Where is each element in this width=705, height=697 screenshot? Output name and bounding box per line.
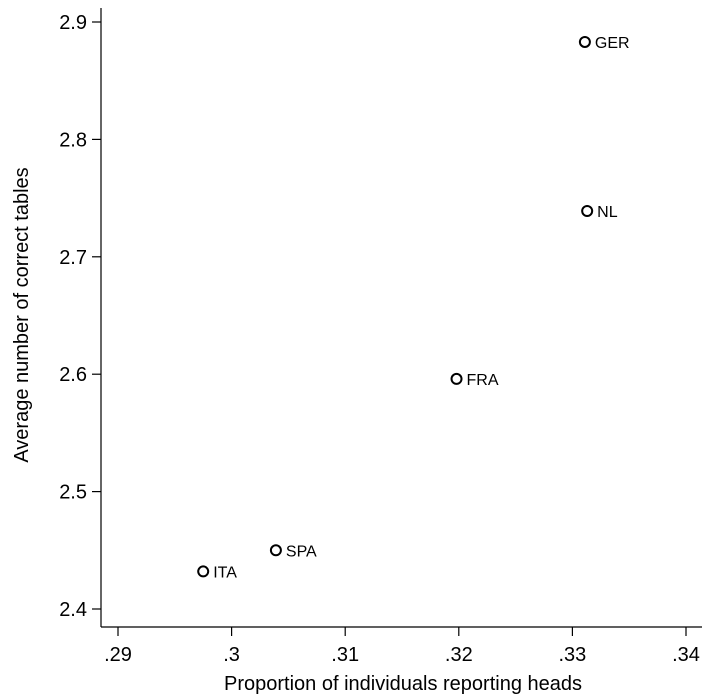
- data-point-label: GER: [595, 35, 630, 52]
- data-point-marker: [269, 544, 282, 557]
- x-tick-label: .33: [558, 644, 586, 666]
- data-point-marker: [581, 205, 594, 218]
- x-tick-label: .3: [223, 644, 240, 666]
- x-tick-label: .32: [445, 644, 473, 666]
- x-tick-label: .29: [104, 644, 132, 666]
- data-point-label: NL: [597, 204, 618, 221]
- y-tick-label: 2.9: [59, 12, 87, 34]
- y-tick-label: 2.5: [59, 482, 87, 504]
- y-tick-label: 2.6: [59, 364, 87, 386]
- y-ticks: 2.4 2.5 2.6 2.7 2.8 2.9: [59, 12, 101, 621]
- x-tick-label: .31: [331, 644, 359, 666]
- y-tick-label: 2.8: [59, 129, 87, 151]
- data-point-label: FRA: [467, 372, 499, 389]
- y-axis: 2.4 2.5 2.6 2.7 2.8 2.9: [59, 8, 102, 627]
- data-points: GER NL FRA SPA ITA: [197, 35, 630, 581]
- y-tick-label: 2.4: [59, 599, 87, 621]
- x-axis-title: Proportion of individuals reporting head…: [224, 673, 582, 695]
- data-point-marker: [450, 372, 463, 385]
- x-axis: .29 .3 .31 .32 .33 .34: [101, 626, 702, 666]
- x-tick-label: .34: [672, 644, 700, 666]
- data-point-marker: [197, 565, 210, 578]
- x-ticks: .29 .3 .31 .32 .33 .34: [104, 627, 700, 666]
- data-point-label: ITA: [213, 564, 237, 581]
- y-axis-title: Average number of correct tables: [11, 167, 33, 462]
- y-tick-label: 2.7: [59, 247, 87, 269]
- data-point-marker: [578, 35, 591, 48]
- data-point-label: SPA: [286, 543, 317, 560]
